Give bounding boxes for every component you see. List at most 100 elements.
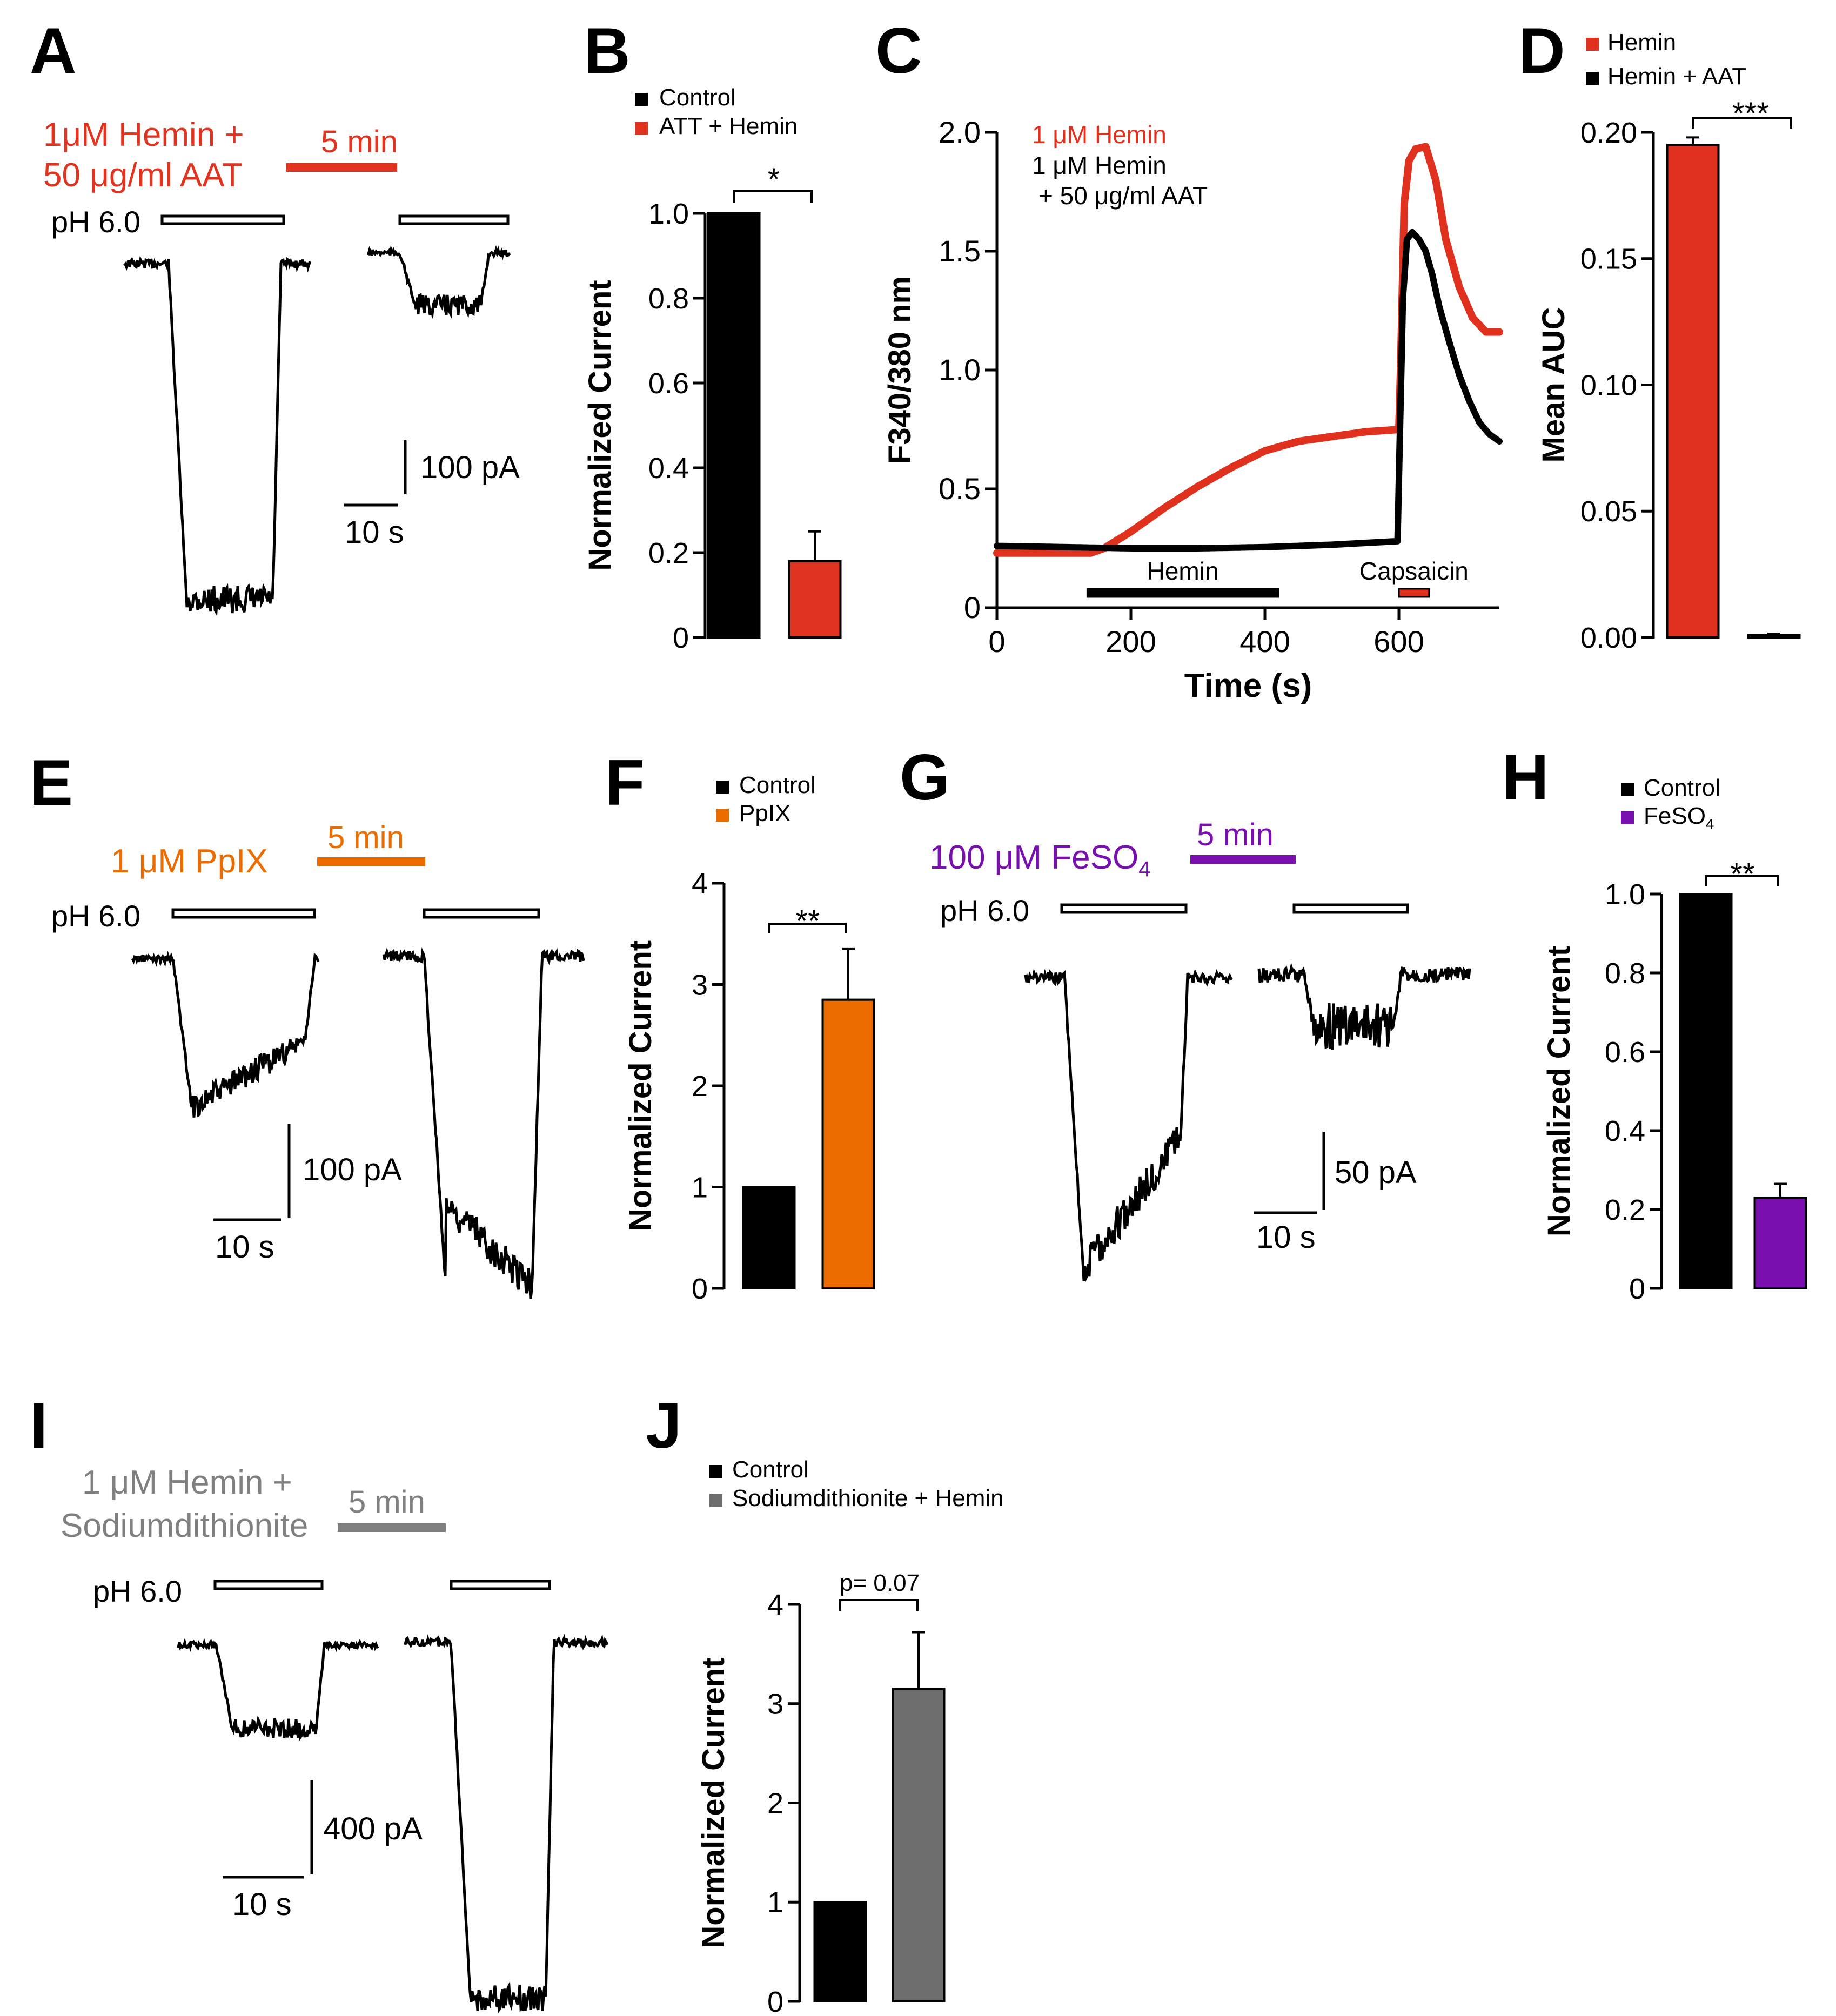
panel-c-x-tick-label: 400 (1239, 624, 1290, 658)
panel-a-trace-control (123, 255, 312, 616)
panel-j-legend-swatch-1 (709, 1465, 722, 1478)
panel-b-legend-label-1: Control (659, 84, 736, 111)
panel-h-sig-label: ** (1730, 857, 1754, 892)
panel-d-bar-1 (1666, 144, 1720, 639)
panel-f-sig-bracket (768, 923, 847, 933)
panel-c-legend-hemin-aat-2: + 50 μg/ml AAT (1038, 182, 1208, 210)
panel-g: G 100 μM FeSO4 5 min pH 6.0 50 pA 10 s (900, 741, 1471, 1283)
panel-d-legend-label-1: Hemin (1607, 29, 1676, 56)
panel-d-sig-bracket (1692, 117, 1792, 129)
panel-g-treatment-subscript: 4 (1138, 857, 1150, 881)
panel-h-y-tick-label: 0.4 (1605, 1115, 1645, 1147)
panel-h-sig-bracket (1705, 875, 1779, 886)
panel-c-y-tick-label: 2.0 (939, 115, 981, 149)
panel-b-y-tick-label: 0.4 (648, 452, 689, 485)
panel-letter-h: H (1502, 741, 1549, 814)
panel-f-y-axis-label: Normalized Current (623, 940, 658, 1231)
panel-a-treatment-line1: 1μM Hemin + (43, 116, 244, 153)
panel-f-y-tick-label: 4 (692, 868, 708, 900)
panel-c: C 1 μM Hemin 1 μM Hemin + 50 μg/ml AAT 0… (875, 15, 1503, 704)
panel-e-scale-y-label: 100 pA (303, 1152, 402, 1187)
panel-f-y-tick-label: 0 (692, 1273, 708, 1305)
panel-e-treatment: 1 μM PpIX (111, 843, 268, 880)
panel-c-y-tick-label: 1.5 (939, 234, 981, 268)
panel-letter-c: C (875, 15, 922, 87)
panel-e-ph-bar-1 (171, 908, 316, 919)
panel-b-legend-label-2: ATT + Hemin (659, 113, 798, 139)
panel-b-y-tick-label: 1.0 (648, 198, 689, 230)
panel-j-legend-swatch-2 (709, 1494, 722, 1507)
panel-c-x-tick-label: 0 (988, 624, 1005, 658)
panel-e-time-label: 5 min (327, 820, 404, 855)
panel-c-x-axis-label: Time (s) (1184, 667, 1312, 704)
panel-letter-j: J (646, 1389, 682, 1462)
panel-letter-d: D (1518, 15, 1565, 87)
panel-b-y-tick-label: 0.2 (648, 537, 689, 569)
panel-h-y-tick-label: 0.6 (1605, 1036, 1645, 1069)
panel-b-y-tick-label: 0.6 (648, 367, 689, 400)
panel-d: D Hemin Hemin + AAT *** 0.00 0.05 0.10 0.15… (1518, 15, 1801, 654)
panel-h-bar-chart: ** 0 0.2 0.4 0.6 0.8 1.0 Normalized Current (1542, 857, 1807, 1305)
panel-d-y-tick-label: 0.15 (1580, 243, 1637, 275)
panel-a-treatment-line2: 50 μg/ml AAT (43, 157, 243, 194)
panel-i-trace-control (177, 1637, 379, 1741)
panel-j-y-axis-label: Normalized Current (696, 1657, 731, 1948)
panel-a-ph-bar-2 (398, 214, 510, 225)
panel-g-trace-treated (1257, 962, 1471, 1050)
panel-a-trace-treated (367, 245, 511, 320)
panel-letter-e: E (30, 747, 73, 819)
panel-c-application-bar-hemin (1086, 588, 1279, 598)
panel-j-y-tick-label: 2 (767, 1787, 783, 1819)
panel-b-sig-label: * (768, 162, 780, 197)
panel-c-x-tick-label: 600 (1373, 624, 1424, 658)
panel-j-legend-label-2: Sodiumdithionite + Hemin (732, 1485, 1004, 1511)
panel-c-y-tick-label: 0 (964, 590, 981, 624)
panel-a-scale-y-label: 100 pA (420, 450, 520, 485)
panel-d-y-tick-label: 0.05 (1580, 495, 1637, 528)
panel-g-ph-bar-1 (1060, 903, 1188, 914)
panel-h: H Control FeSO4 ** 0 0.2 0.4 0.6 0.8 1.0 Norma… (1502, 741, 1807, 1305)
panel-f-bar-2 (821, 998, 875, 1289)
panel-e-trace-control (131, 950, 320, 1118)
panel-h-y-tick-label: 0.2 (1605, 1194, 1645, 1226)
panel-f-legend-swatch-1 (716, 781, 729, 794)
panel-e-ph-label: pH 6.0 (51, 899, 140, 933)
panel-j-bar-1 (813, 1901, 867, 2002)
panel-d-y-tick-label: 0.10 (1580, 369, 1637, 401)
panel-b: B Control ATT + Hemin * 0 0.2 0.4 0.6 0.8 1.0… (582, 15, 842, 654)
panel-h-legend-swatch-2 (1621, 811, 1634, 824)
panel-letter-g: G (900, 741, 950, 814)
panel-f-y-tick-label: 1 (692, 1171, 708, 1204)
panel-h-legend-label-1: Control (1644, 775, 1720, 801)
panel-c-legend-hemin-aat-1: 1 μM Hemin (1032, 151, 1167, 179)
panel-d-y-axis-label: Mean AUC (1536, 307, 1571, 463)
panel-a-ph-label: pH 6.0 (51, 205, 140, 239)
panel-d-y-tick-label: 0.20 (1580, 117, 1637, 149)
panel-i-time-bar (338, 1523, 446, 1532)
panel-b-y-tick-label: 0 (673, 622, 689, 654)
panel-a-time-bar (286, 163, 397, 172)
panel-c-series-hemin-aat (994, 229, 1503, 552)
panel-g-scale-y-label: 50 pA (1335, 1155, 1417, 1190)
panel-d-legend-label-2: Hemin + AAT (1607, 63, 1746, 90)
panel-i-trace-treated (404, 1634, 609, 2014)
panel-j-bar-2 (892, 1688, 946, 2002)
panel-j-y-tick-label: 3 (767, 1688, 783, 1721)
panel-c-legend-hemin: 1 μM Hemin (1032, 120, 1167, 149)
panel-j-sig-label: p= 0.07 (840, 1570, 920, 1596)
panel-e-scale-x-label: 10 s (215, 1229, 274, 1265)
panel-f-y-tick-label: 2 (692, 1070, 708, 1103)
panel-j: J Control Sodiumdithionite + Hemin p= 0.… (646, 1389, 1004, 2016)
panel-letter-f: F (605, 747, 645, 819)
panel-g-treatment-text: 100 μM FeSO (929, 839, 1138, 876)
panel-f-y-tick-label: 3 (692, 969, 708, 1001)
panel-b-bar-chart: * 0 0.2 0.4 0.6 0.8 1.0 Normalized Current (582, 162, 842, 654)
panel-f: F Control PpIX ** 0 1 2 3 4 Normalized Curren… (605, 747, 875, 1305)
panel-c-y-tick-label: 0.5 (939, 472, 981, 506)
panel-d-legend-swatch-1 (1586, 38, 1599, 51)
panel-e-ph-bar-2 (423, 908, 540, 919)
panel-i-ph-bar-1 (213, 1580, 324, 1590)
panel-letter-b: B (584, 15, 631, 87)
panel-f-sig-label: ** (795, 904, 820, 939)
